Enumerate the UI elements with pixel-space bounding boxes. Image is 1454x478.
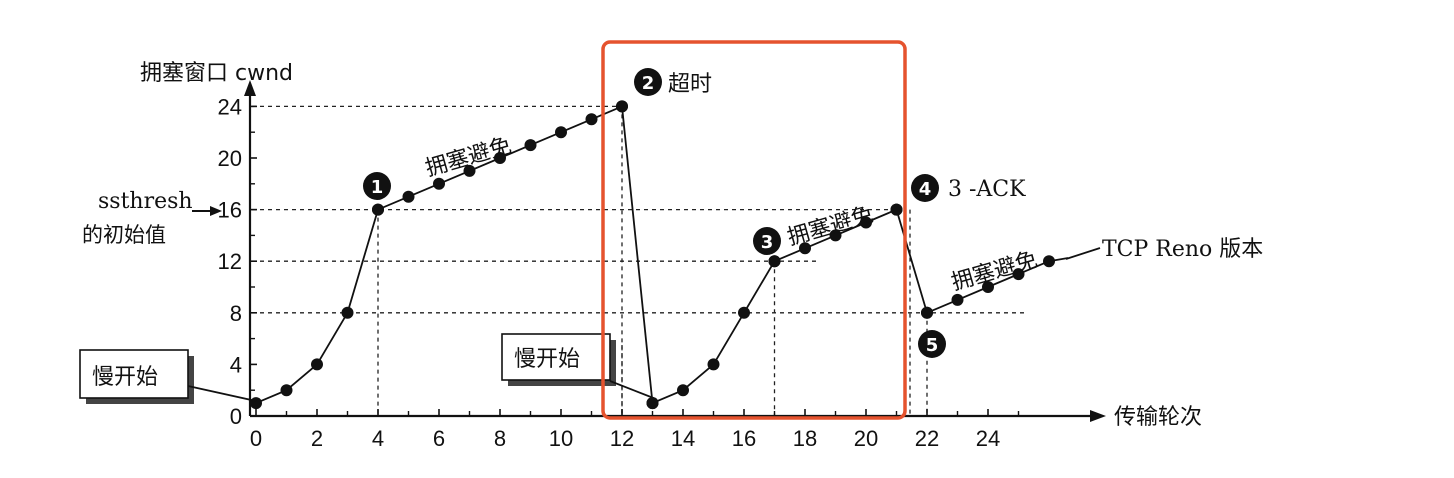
data-point — [768, 255, 781, 268]
svg-text:慢开始: 慢开始 — [514, 347, 580, 372]
x-tick-label: 6 — [433, 426, 445, 451]
svg-text:1: 1 — [371, 177, 384, 198]
data-point — [799, 242, 811, 255]
x-tick-label: 16 — [732, 426, 756, 451]
axes — [244, 80, 1106, 422]
highlight-box — [601, 40, 907, 420]
y-tick-label: 4 — [230, 352, 242, 377]
data-point — [890, 203, 903, 216]
data-point — [463, 164, 476, 177]
data-point — [494, 152, 506, 164]
slow-start-box-2: 慢开始 — [501, 333, 616, 386]
data-point — [921, 306, 933, 319]
data-point — [1012, 268, 1025, 281]
svg-text:4: 4 — [919, 179, 932, 200]
y-tick-label: 0 — [230, 404, 242, 429]
data-point — [250, 397, 262, 410]
ssthresh-label: ssthresh — [98, 189, 193, 214]
data-point — [982, 281, 994, 293]
marker-2: 2 — [634, 68, 662, 96]
y-axis-arrow — [244, 80, 256, 96]
svg-text:5: 5 — [926, 335, 939, 356]
data-point — [616, 100, 628, 113]
data-point — [677, 384, 689, 397]
slow-start-pointer-2 — [609, 380, 657, 400]
marker-3: 3 — [753, 227, 781, 255]
x-tick-label: 4 — [372, 426, 384, 451]
data-point — [951, 293, 964, 306]
series-points — [250, 100, 1055, 410]
data-point — [433, 177, 445, 190]
series-segment-5 — [895, 209, 928, 314]
data-point — [311, 358, 323, 371]
y-tick-label: 16 — [218, 198, 242, 223]
data-point — [829, 229, 842, 242]
data-point — [646, 397, 659, 410]
data-point — [524, 139, 537, 152]
x-tick-label: 24 — [976, 426, 1000, 451]
series-segment-0 — [255, 209, 379, 404]
marker-5: 5 — [918, 330, 946, 358]
series-segment-3 — [652, 260, 776, 404]
congestion-avoidance-label-3: 拥塞避免 — [949, 247, 1040, 295]
y-tick-label: 24 — [218, 94, 242, 119]
y-tick-label: 8 — [230, 301, 242, 326]
data-point — [402, 190, 415, 203]
reno-pointer — [1065, 247, 1101, 260]
x-tick-label: 10 — [549, 426, 573, 451]
x-tick-label: 2 — [311, 426, 323, 451]
x-axis-title: 传输轮次 — [1114, 405, 1202, 430]
reno-label: TCP Reno 版本 — [1102, 237, 1263, 262]
data-point — [707, 358, 720, 371]
x-tick-label: 14 — [671, 426, 695, 451]
data-point — [585, 113, 598, 126]
svg-text:2: 2 — [642, 73, 655, 94]
three-ack-label: 3 -ACK — [948, 177, 1026, 202]
series-lines — [255, 105, 1069, 404]
marker-1: 1 — [363, 172, 391, 200]
x-tick-label: 12 — [610, 426, 634, 451]
data-point — [1043, 255, 1055, 268]
data-point — [341, 306, 354, 319]
svg-text:慢开始: 慢开始 — [92, 365, 158, 390]
x-tick-label: 18 — [793, 426, 817, 451]
data-point — [860, 216, 872, 229]
data-point — [555, 126, 567, 139]
slow-start-box-1: 慢开始 — [79, 349, 194, 404]
series-segment-2 — [621, 106, 654, 404]
data-point — [372, 203, 384, 216]
x-tick-labels: 0 2 4 6 8 10 12 14 16 18 20 22 24 — [250, 409, 1020, 451]
marker-4: 4 — [911, 174, 939, 202]
reference-lines — [252, 105, 1026, 416]
ssthresh-arrow-head — [210, 206, 222, 216]
svg-text:3: 3 — [761, 232, 774, 253]
y-axis-title: 拥塞窗口 cwnd — [140, 61, 293, 86]
data-point — [738, 306, 750, 319]
data-point — [280, 384, 293, 397]
timeout-label: 超时 — [668, 72, 712, 97]
y-tick-label: 12 — [218, 249, 242, 274]
x-tick-label: 22 — [915, 426, 939, 451]
slow-start-pointer-1 — [187, 385, 257, 402]
x-tick-label: 20 — [854, 426, 878, 451]
x-tick-label: 0 — [250, 426, 262, 451]
x-tick-label: 8 — [494, 426, 506, 451]
ssthresh-label-cn: 的初始值 — [82, 223, 166, 247]
y-tick-labels: 0 4 8 12 16 20 24 — [218, 94, 257, 429]
y-tick-label: 20 — [218, 146, 242, 171]
x-axis-arrow — [1090, 410, 1106, 422]
